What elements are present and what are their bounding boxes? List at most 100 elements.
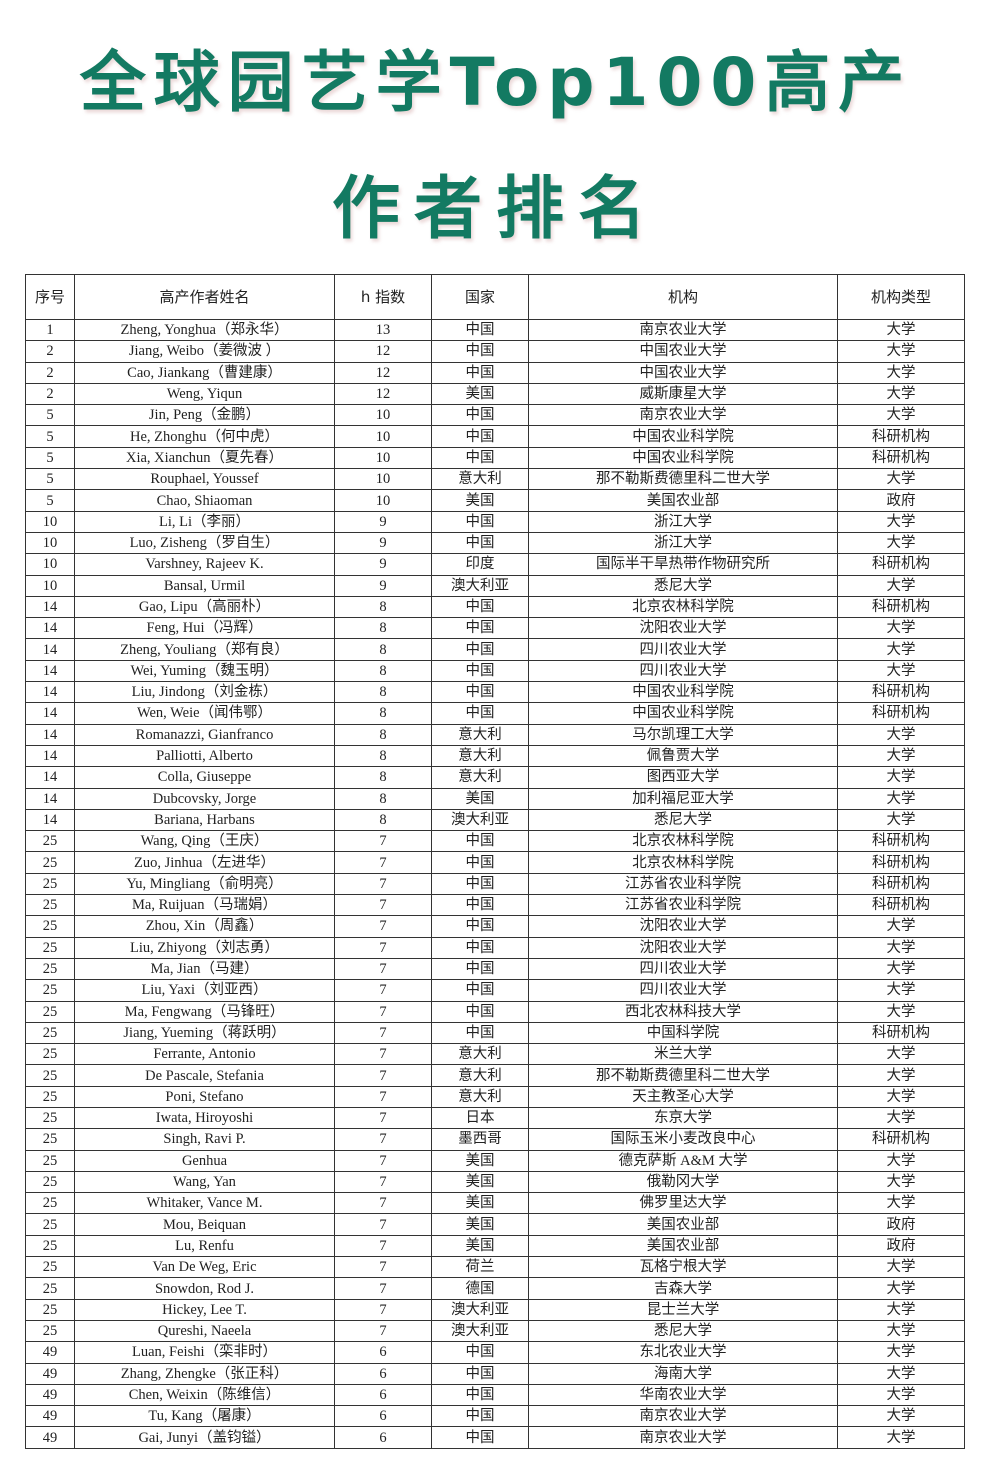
institution-cell: 东京大学 (528, 1106, 838, 1130)
h-index-cell: 6 (334, 1426, 432, 1449)
country-cell: 意大利 (431, 723, 529, 746)
country-cell: 美国 (431, 1149, 529, 1172)
country-cell: 意大利 (431, 1064, 529, 1087)
table-row: 10 Luo, Zisheng（罗自生） 9 中国 浙江大学 大学 (25, 531, 965, 555)
country-cell: 美国 (431, 787, 529, 810)
country-cell: 中国 (431, 318, 529, 342)
table-row: 14 Wei, Yuming（魏玉明） 8 中国 四川农业大学 大学 (25, 659, 965, 683)
rank-cell: 25 (25, 1085, 75, 1108)
institution-type-cell: 大学 (837, 744, 965, 768)
author-cell: Cao, Jiankang（曹建康） (74, 361, 335, 384)
institution-type-cell: 大学 (837, 617, 965, 640)
institution-cell: 北京农林科学院 (528, 595, 838, 619)
h-index-cell: 8 (334, 787, 432, 810)
institution-cell: 西北农林科技大学 (528, 1000, 838, 1023)
country-cell: 德国 (431, 1277, 529, 1300)
country-cell: 中国 (431, 446, 529, 470)
institution-cell: 北京农林科学院 (528, 830, 838, 853)
country-cell: 意大利 (431, 468, 529, 491)
rank-cell: 49 (25, 1383, 75, 1407)
table-row: 25 Liu, Yaxi（刘亚西） 7 中国 四川农业大学 大学 (25, 979, 965, 1002)
table-row: 5 He, Zhonghu（何中虎） 10 中国 中国农业科学院 科研机构 (25, 425, 965, 448)
institution-type-cell: 科研机构 (837, 894, 965, 917)
h-index-cell: 6 (334, 1341, 432, 1364)
rank-cell: 25 (25, 1043, 75, 1066)
author-cell: Ma, Jian（马建） (74, 957, 335, 981)
author-cell: Zheng, Youliang（郑有良） (74, 638, 335, 661)
institution-cell: 江苏省农业科学院 (528, 894, 838, 917)
rank-cell: 25 (25, 915, 75, 938)
author-cell: Wang, Yan (74, 1170, 335, 1194)
author-cell: Bansal, Urmil (74, 574, 335, 597)
institution-cell: 美国农业部 (528, 1234, 838, 1258)
h-index-cell: 8 (334, 659, 432, 683)
table-row: 1 Zheng, Yonghua（郑永华） 13 中国 南京农业大学 大学 (25, 318, 965, 342)
rank-cell: 25 (25, 1064, 75, 1087)
table-row: 25 Iwata, Hiroyoshi 7 日本 东京大学 大学 (25, 1106, 965, 1130)
header-rank: 序号 (25, 274, 75, 320)
table-row: 25 Ma, Ruijuan（马瑞娟） 7 中国 江苏省农业科学院 科研机构 (25, 894, 965, 917)
country-cell: 中国 (431, 979, 529, 1002)
author-cell: Zheng, Yonghua（郑永华） (74, 318, 335, 342)
institution-cell: 南京农业大学 (528, 318, 838, 342)
h-index-cell: 7 (334, 1106, 432, 1130)
author-cell: Liu, Yaxi（刘亚西） (74, 979, 335, 1002)
table-row: 14 Zheng, Youliang（郑有良） 8 中国 四川农业大学 大学 (25, 638, 965, 661)
h-index-cell: 8 (334, 638, 432, 661)
institution-type-cell: 大学 (837, 1064, 965, 1087)
author-cell: He, Zhonghu（何中虎） (74, 425, 335, 448)
table-row: 49 Zhang, Zhengke（张正科） 6 中国 海南大学 大学 (25, 1362, 965, 1385)
institution-type-cell: 大学 (837, 1000, 965, 1023)
table-row: 5 Jin, Peng（金鹏） 10 中国 南京农业大学 大学 (25, 404, 965, 427)
author-cell: Chen, Weixin（陈维信） (74, 1383, 335, 1407)
institution-cell: 四川农业大学 (528, 979, 838, 1002)
author-cell: Dubcovsky, Jorge (74, 787, 335, 810)
country-cell: 中国 (431, 1341, 529, 1364)
h-index-cell: 7 (334, 979, 432, 1002)
h-index-cell: 7 (334, 915, 432, 938)
institution-type-cell: 大学 (837, 1149, 965, 1172)
h-index-cell: 7 (334, 1319, 432, 1343)
country-cell: 中国 (431, 361, 529, 384)
country-cell: 意大利 (431, 744, 529, 768)
country-cell: 中国 (431, 425, 529, 448)
table-row: 14 Feng, Hui（冯辉） 8 中国 沈阳农业大学 大学 (25, 617, 965, 640)
rank-cell: 2 (25, 340, 75, 363)
h-index-cell: 9 (334, 510, 432, 533)
country-cell: 美国 (431, 1170, 529, 1194)
institution-cell: 四川农业大学 (528, 638, 838, 661)
h-index-cell: 10 (334, 489, 432, 512)
h-index-cell: 7 (334, 1085, 432, 1108)
institution-cell: 中国农业科学院 (528, 702, 838, 725)
table-row: 25 Mou, Beiquan 7 美国 美国农业部 政府 (25, 1213, 965, 1236)
institution-type-cell: 科研机构 (837, 872, 965, 896)
author-cell: Jin, Peng（金鹏） (74, 404, 335, 427)
institution-type-cell: 大学 (837, 638, 965, 661)
h-index-cell: 10 (334, 446, 432, 470)
h-index-cell: 7 (334, 957, 432, 981)
institution-cell: 昆士兰大学 (528, 1298, 838, 1321)
author-cell: Palliotti, Alberto (74, 744, 335, 768)
h-index-cell: 10 (334, 425, 432, 448)
rank-cell: 14 (25, 638, 75, 661)
author-cell: Luan, Feishi（栾非时） (74, 1341, 335, 1364)
institution-cell: 吉森大学 (528, 1277, 838, 1300)
rank-cell: 14 (25, 744, 75, 768)
institution-cell: 悉尼大学 (528, 1319, 838, 1343)
institution-type-cell: 大学 (837, 979, 965, 1002)
author-cell: Li, Li（李丽） (74, 510, 335, 533)
institution-type-cell: 大学 (837, 531, 965, 555)
institution-type-cell: 科研机构 (837, 553, 965, 576)
h-index-cell: 7 (334, 894, 432, 917)
table-row: 2 Jiang, Weibo（姜微波 ） 12 中国 中国农业大学 大学 (25, 340, 965, 363)
h-index-cell: 9 (334, 531, 432, 555)
table-row: 25 Snowdon, Rod J. 7 德国 吉森大学 大学 (25, 1277, 965, 1300)
h-index-cell: 9 (334, 553, 432, 576)
table-header-row: 序号 高产作者姓名 h 指数 国家 机构 机构类型 (25, 274, 965, 320)
table-row: 14 Dubcovsky, Jorge 8 美国 加利福尼亚大学 大学 (25, 787, 965, 810)
institution-cell: 中国农业大学 (528, 361, 838, 384)
institution-type-cell: 大学 (837, 1405, 965, 1428)
institution-type-cell: 大学 (837, 1085, 965, 1108)
institution-type-cell: 大学 (837, 574, 965, 597)
rank-cell: 25 (25, 1234, 75, 1258)
